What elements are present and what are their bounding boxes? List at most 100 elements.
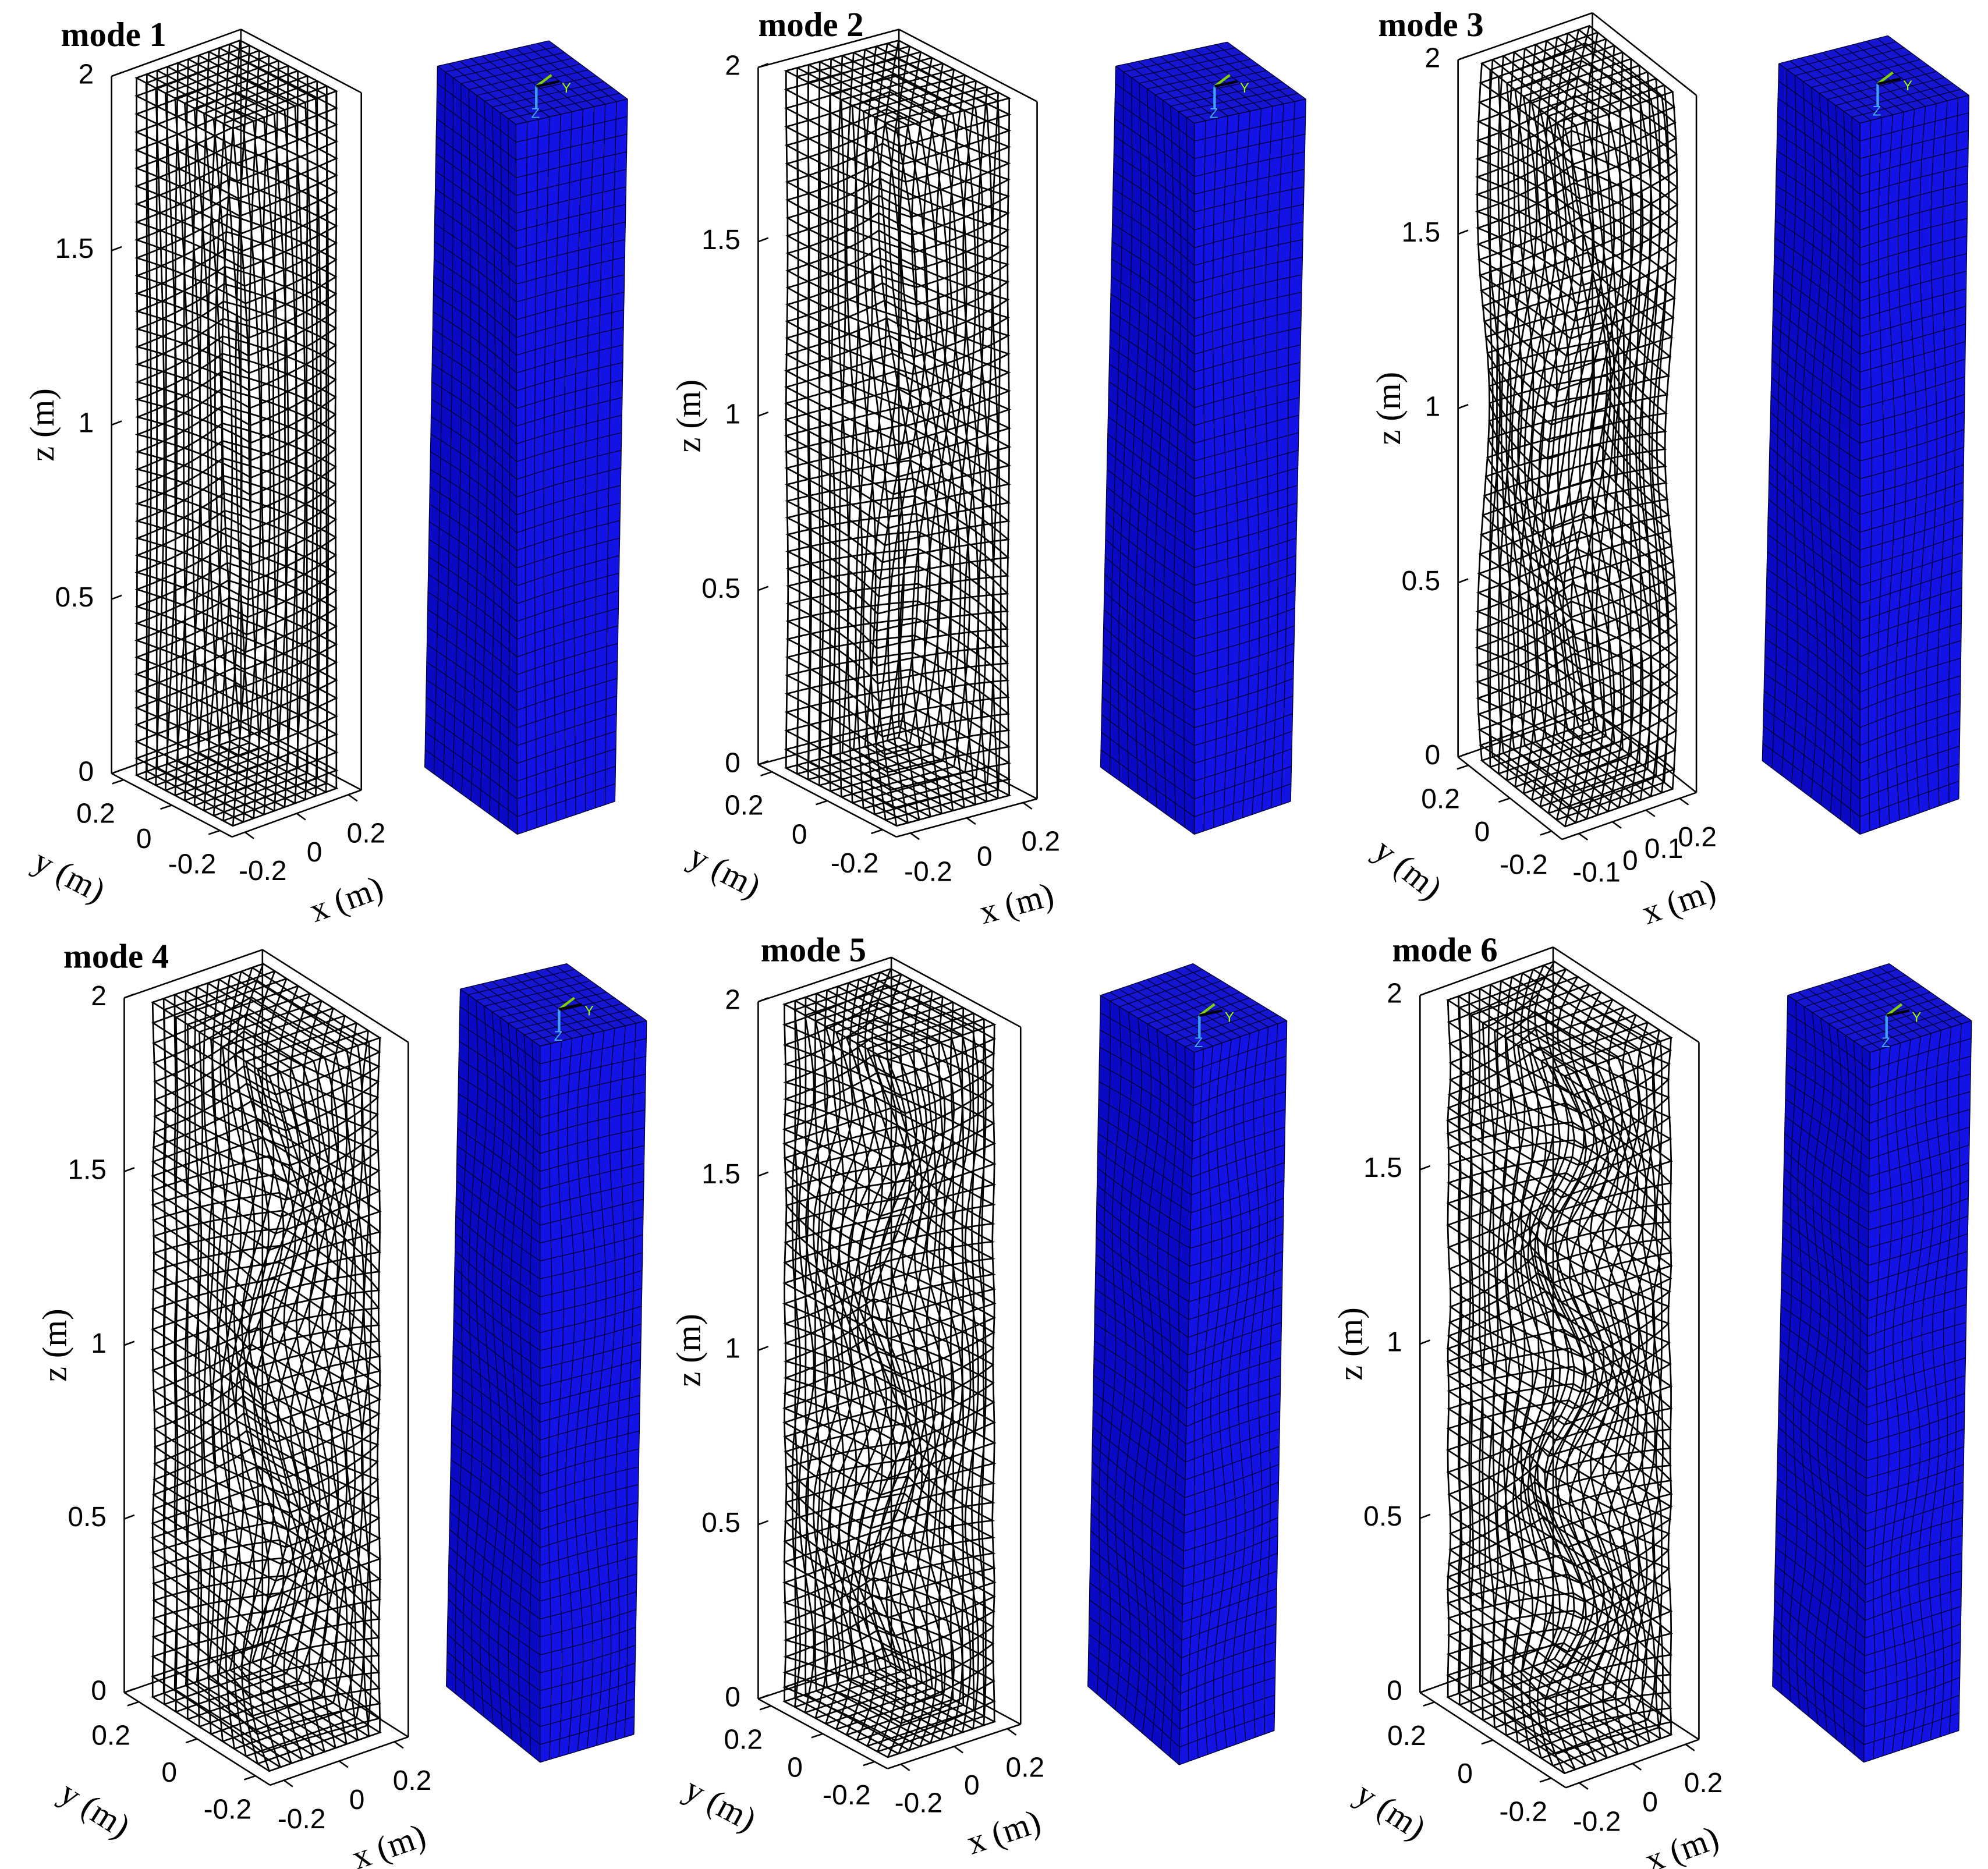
fe-mesh — [1185, 1015, 1278, 1047]
fe-mesh — [1859, 658, 1961, 693]
mesh-vertical — [1545, 37, 1570, 735]
mesh-face-line — [864, 746, 976, 806]
mesh-vertical — [1502, 1038, 1512, 1736]
x-tick — [1679, 797, 1689, 806]
fe-mesh — [1194, 344, 1301, 373]
fe-mesh — [1864, 1694, 1960, 1728]
y-tick — [160, 804, 172, 810]
mesh-vertical — [316, 1008, 348, 1703]
mesh-face-line — [175, 978, 287, 1018]
fe-mesh — [1100, 767, 1195, 835]
fe-mesh — [1859, 710, 1961, 746]
fe-mesh — [1089, 1634, 1181, 1712]
fe-mesh — [1773, 1634, 1865, 1710]
fe-mesh — [1774, 1565, 1865, 1639]
x-tick — [338, 1760, 349, 1768]
fe-mesh — [1193, 1038, 1287, 1071]
fe-mesh — [1097, 1185, 1190, 1249]
fe-mesh — [1112, 205, 1195, 266]
mesh-vertical — [805, 997, 810, 1694]
mesh-face-line — [229, 43, 327, 96]
mesh-vertical — [805, 1020, 828, 1719]
fe-mesh — [435, 171, 517, 232]
z-axis-label: z (m) — [1332, 1307, 1370, 1381]
fe-mesh — [460, 58, 573, 84]
axis-box — [757, 956, 892, 1003]
fe-mesh — [1184, 1481, 1279, 1516]
fe-mesh — [1784, 1133, 1869, 1195]
fe-mesh — [1194, 1020, 1287, 1053]
mesh-face-line — [1459, 968, 1567, 1009]
mesh-vertical — [1656, 85, 1670, 783]
mesh-vertical — [1544, 969, 1587, 1667]
fe-mesh — [1851, 88, 1961, 118]
mesh-face-line — [240, 1665, 359, 1741]
mesh-face-line — [229, 974, 348, 1050]
fe-mesh — [1093, 1375, 1186, 1445]
y-axis-label: y (m) — [1349, 1774, 1433, 1847]
fe-mesh — [427, 644, 518, 711]
x-tick-label: 0 — [349, 1785, 365, 1815]
fe-mesh — [1777, 1478, 1866, 1550]
fe-mesh — [531, 1015, 639, 1041]
mesh-face-line — [848, 982, 952, 1040]
fe-mesh — [1804, 974, 1906, 1008]
fe-mesh — [1188, 1322, 1282, 1356]
fe-mesh — [1773, 1651, 1865, 1728]
y-tick-label: -0.2 — [1500, 850, 1548, 881]
mesh-vertical — [175, 1017, 179, 1712]
fe-left — [1762, 63, 1861, 835]
fe-mesh — [1115, 83, 1195, 141]
fe-mesh — [1778, 1409, 1867, 1479]
fe-mesh — [540, 1591, 637, 1620]
fe-mesh — [492, 81, 604, 108]
mesh-vertical — [890, 1052, 927, 1751]
fe-mesh — [1785, 1081, 1870, 1142]
fe-mesh — [540, 1056, 646, 1083]
triad-label: Z — [554, 1029, 563, 1044]
fe-mesh — [1180, 1677, 1275, 1712]
fe-mesh — [455, 1250, 541, 1315]
fe-mesh — [459, 1006, 541, 1065]
fe-mesh — [1092, 1427, 1185, 1498]
mesh-vertical — [232, 128, 252, 826]
panel: 0 0.5 1 1.5 2 -0.2 0 0.2 -0.2 0 0.2 mode 4 z (m) y (m… — [36, 938, 647, 1869]
mesh-face-line — [1543, 964, 1661, 1042]
mesh-vertical — [283, 1064, 321, 1760]
mesh-vertical — [216, 1047, 231, 1742]
x-axis-label: x (m) — [304, 868, 388, 930]
mesh-face-line — [210, 1000, 322, 1040]
mesh-face-line — [1511, 976, 1629, 1054]
triad-label: Y — [562, 80, 571, 96]
fe-mesh — [1194, 169, 1305, 195]
mesh-vertical — [263, 117, 281, 815]
x-tick — [1685, 1743, 1695, 1751]
fe-mesh — [436, 118, 517, 178]
x-tick-label: 0 — [1642, 1787, 1658, 1818]
fe-mesh — [1194, 274, 1302, 302]
fe-mesh — [434, 224, 517, 285]
mesh-vertical — [1565, 1068, 1606, 1766]
mesh-face-line — [1567, 730, 1652, 797]
mesh-vertical — [848, 1048, 888, 1747]
fe-mesh — [540, 1448, 639, 1477]
fe-mesh — [458, 1111, 541, 1172]
mesh-vertical — [1568, 984, 1610, 1682]
mesh-face-line — [819, 56, 933, 89]
fe-mesh — [517, 765, 616, 800]
mesh-vertical — [785, 70, 789, 768]
y-tick-label: 0.2 — [91, 1720, 130, 1751]
y-tick — [760, 771, 772, 776]
triad — [1214, 80, 1238, 88]
axis-box — [1592, 12, 1697, 96]
fe-mesh — [1868, 1215, 1969, 1249]
fe-mesh — [540, 1270, 643, 1297]
fe-mesh — [458, 1093, 541, 1154]
mesh-vertical — [363, 1041, 371, 1737]
fe-mesh — [1100, 749, 1195, 817]
axis-box — [1561, 792, 1697, 840]
mesh-vertical — [1530, 116, 1567, 814]
fe-mesh — [1194, 520, 1297, 551]
fe-mesh — [1114, 118, 1195, 177]
fe-mesh — [452, 1354, 541, 1423]
